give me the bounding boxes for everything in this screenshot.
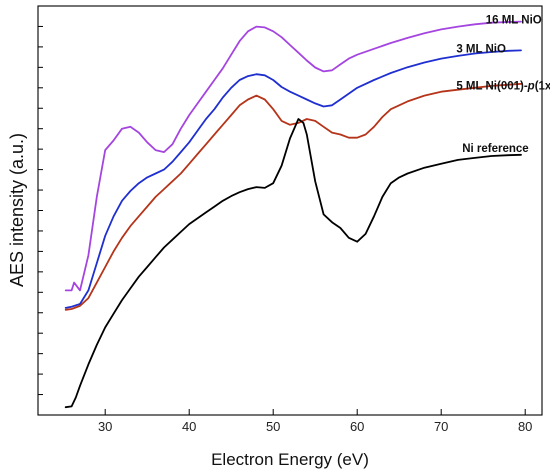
series-line-ni-reference — [64, 118, 522, 409]
series-label-part-italic: p — [527, 81, 535, 93]
x-tick-label: 40 — [182, 419, 196, 434]
x-tick-label: 50 — [266, 419, 280, 434]
series-layer — [64, 20, 522, 409]
series-labels: 16 ML NiO 3 ML NiO 5 ML Ni(001)-p(1x1)O Ni … — [456, 15, 550, 156]
x-axis-title: Electron Energy (eV) — [211, 450, 369, 469]
y-axis-ticks — [38, 25, 43, 396]
series-label-part: (1x1)O — [535, 81, 550, 93]
x-tick-label: 30 — [98, 419, 112, 434]
x-tick-label: 60 — [350, 419, 364, 434]
x-axis-ticks: 30 40 50 60 70 80 — [98, 409, 532, 434]
series-label-ni-reference: Ni reference — [462, 143, 528, 155]
series-label-5-ml-ni-001-p-1x1-o: 5 ML Ni(001)-p(1x1)O — [456, 81, 550, 93]
y-axis-title: AES intensity (a.u.) — [7, 133, 27, 287]
series-label-part: 5 ML Ni(001)- — [456, 81, 528, 93]
series-label-3-ml-nio: 3 ML NiO — [456, 44, 506, 56]
x-tick-label: 80 — [518, 419, 532, 434]
x-tick-label: 70 — [434, 419, 448, 434]
series-line-3-ml-nio — [64, 49, 522, 309]
series-line-5-ml-ni-001-p-1x1-o — [64, 83, 522, 311]
series-line-16-ml-nio — [64, 20, 522, 292]
series-label-16-ml-nio: 16 ML NiO — [486, 15, 542, 27]
plot-frame — [37, 5, 543, 416]
